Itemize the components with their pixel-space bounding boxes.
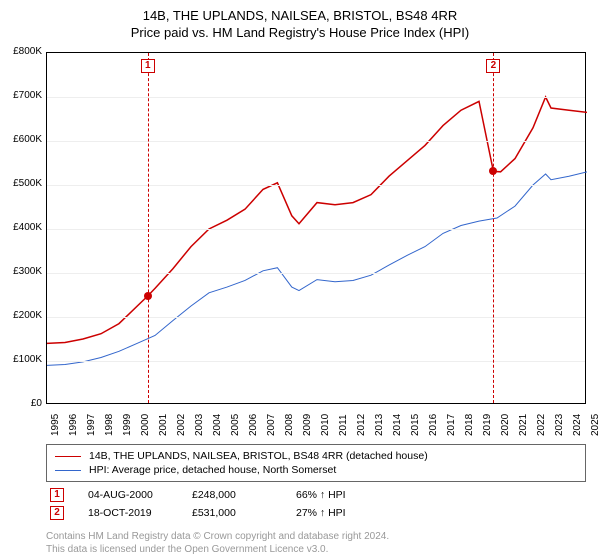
x-axis-label: 2005 [230,414,241,436]
transaction-hpi-delta: 66% ↑ HPI [296,489,376,501]
event-point [144,292,152,300]
x-axis-label: 2003 [194,414,205,436]
legend-label: HPI: Average price, detached house, Nort… [89,464,336,476]
x-axis-label: 2021 [518,414,529,436]
x-axis-label: 2020 [500,414,511,436]
x-axis-label: 1997 [86,414,97,436]
transaction-row: 1 04-AUG-2000 £248,000 66% ↑ HPI [46,486,586,504]
transaction-marker: 1 [50,488,64,502]
event-marker-box: 1 [141,59,155,73]
legend-item: HPI: Average price, detached house, Nort… [55,463,577,477]
x-axis-label: 2010 [320,414,331,436]
transaction-marker: 2 [50,506,64,520]
event-vline [493,53,494,403]
grid-line [47,361,585,362]
title-primary: 14B, THE UPLANDS, NAILSEA, BRISTOL, BS48… [0,8,600,23]
x-axis-label: 2019 [482,414,493,436]
x-axis-label: 2022 [536,414,547,436]
x-axis-label: 2025 [590,414,600,436]
series-line-hpi [47,172,587,366]
grid-line [47,229,585,230]
x-axis-label: 2012 [356,414,367,436]
y-axis-label: £100K [0,354,42,365]
y-axis-label: £300K [0,266,42,277]
grid-line [47,97,585,98]
y-axis-label: £500K [0,178,42,189]
chart-plot-area: 12 [46,52,586,404]
legend: 14B, THE UPLANDS, NAILSEA, BRISTOL, BS48… [46,444,586,482]
grid-line [47,141,585,142]
x-axis-label: 2008 [284,414,295,436]
footer-line: This data is licensed under the Open Gov… [46,543,586,556]
chart-container: 14B, THE UPLANDS, NAILSEA, BRISTOL, BS48… [0,0,600,560]
x-axis-label: 2009 [302,414,313,436]
x-axis-label: 2004 [212,414,223,436]
event-vline [148,53,149,403]
x-axis-label: 2011 [338,414,349,436]
x-axis-label: 2017 [446,414,457,436]
y-axis-label: £700K [0,90,42,101]
y-axis-label: £0 [0,398,42,409]
transaction-row: 2 18-OCT-2019 £531,000 27% ↑ HPI [46,504,586,522]
title-secondary: Price paid vs. HM Land Registry's House … [0,25,600,40]
transaction-price: £248,000 [192,489,272,501]
x-axis-label: 1996 [68,414,79,436]
x-axis-label: 2016 [428,414,439,436]
x-axis-label: 2000 [140,414,151,436]
x-axis-label: 1999 [122,414,133,436]
x-axis-label: 2002 [176,414,187,436]
transaction-price: £531,000 [192,507,272,519]
x-axis-label: 1998 [104,414,115,436]
y-axis-label: £800K [0,46,42,57]
transaction-hpi-delta: 27% ↑ HPI [296,507,376,519]
grid-line [47,185,585,186]
transaction-date: 18-OCT-2019 [88,507,168,519]
x-axis-label: 2024 [572,414,583,436]
event-marker-box: 2 [486,59,500,73]
legend-swatch [55,456,81,457]
transaction-date: 04-AUG-2000 [88,489,168,501]
grid-line [47,273,585,274]
event-point [489,167,497,175]
x-axis-label: 2015 [410,414,421,436]
title-area: 14B, THE UPLANDS, NAILSEA, BRISTOL, BS48… [0,0,600,40]
legend-swatch [55,470,81,471]
y-axis-label: £400K [0,222,42,233]
x-axis-label: 2006 [248,414,259,436]
series-line-property [47,97,587,343]
y-axis-label: £200K [0,310,42,321]
y-axis-label: £600K [0,134,42,145]
x-axis-label: 2001 [158,414,169,436]
x-axis-label: 2013 [374,414,385,436]
transaction-table: 1 04-AUG-2000 £248,000 66% ↑ HPI 2 18-OC… [46,486,586,522]
x-axis-label: 2014 [392,414,403,436]
x-axis-label: 2023 [554,414,565,436]
footer: Contains HM Land Registry data © Crown c… [46,530,586,556]
legend-label: 14B, THE UPLANDS, NAILSEA, BRISTOL, BS48… [89,450,428,462]
footer-line: Contains HM Land Registry data © Crown c… [46,530,586,543]
x-axis-label: 2007 [266,414,277,436]
legend-item: 14B, THE UPLANDS, NAILSEA, BRISTOL, BS48… [55,449,577,463]
grid-line [47,317,585,318]
x-axis-label: 2018 [464,414,475,436]
x-axis-label: 1995 [50,414,61,436]
